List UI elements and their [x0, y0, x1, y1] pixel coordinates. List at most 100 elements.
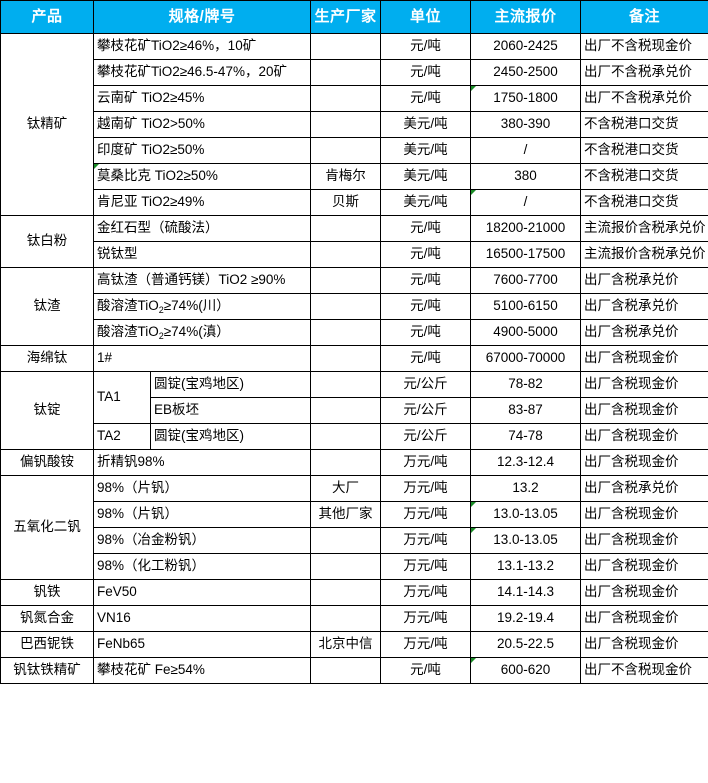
unit-cell: 元/吨	[380, 215, 472, 242]
note-cell: 不含税港口交货	[580, 163, 708, 190]
spec-cell: 金红石型（硫酸法）	[92, 215, 312, 242]
table-row: 越南矿 TiO2>50% 美元/吨 380-390 不含税港口交货	[1, 111, 708, 138]
table-row: 锐钛型 元/吨 16500-17500 主流报价含税承兑价	[1, 241, 708, 268]
maker-cell	[310, 241, 382, 268]
table-row: 印度矿 TiO2≥50% 美元/吨 / 不含税港口交货	[1, 137, 708, 164]
spec-cell: 圆锭(宝鸡地区)	[149, 423, 312, 450]
price-cell: 13.1-13.2	[470, 553, 582, 580]
spec-cell: 酸溶渣TiO2≥74%(川）	[92, 293, 312, 320]
price-cell: /	[470, 137, 582, 164]
table-row: 钒氮合金 VN16 万元/吨 19.2-19.4 出厂含税现金价	[0, 605, 708, 632]
maker-cell	[310, 345, 382, 372]
table-row: 钒钛铁精矿 攀枝花矿 Fe≥54% 元/吨 600-620 出厂不含税现金价	[0, 657, 708, 684]
product-group-label: 钒铁	[0, 579, 94, 606]
spec-cell: FeV50	[92, 579, 312, 606]
maker-cell	[310, 423, 382, 450]
note-cell: 不含税港口交货	[580, 111, 708, 138]
maker-cell	[310, 579, 382, 606]
spec-cell: 98%（片钒）	[92, 475, 312, 502]
table-row: 酸溶渣TiO2≥74%(川） 元/吨 5100-6150 出厂含税承兑价	[1, 293, 708, 320]
maker-cell: 贝斯	[310, 189, 382, 216]
price-cell: 18200-21000	[470, 215, 582, 242]
commodity-price-table: 产品 规格/牌号 生产厂家 单位 主流报价 备注 钛精矿 攀枝花矿TiO2≥46%…	[0, 0, 708, 684]
price-cell: 67000-70000	[470, 345, 582, 372]
note-cell: 出厂含税现金价	[580, 397, 708, 424]
price-cell: 2450-2500	[470, 59, 582, 86]
unit-cell: 元/公斤	[380, 397, 472, 424]
table-row: TA2 圆锭(宝鸡地区) 元/公斤 74-78 出厂含税现金价	[1, 423, 708, 450]
note-cell: 出厂不含税现金价	[580, 33, 708, 60]
product-group-label: 海绵钛	[0, 345, 94, 372]
price-cell: 20.5-22.5	[470, 631, 582, 658]
table-row: 98%（化工粉钒） 万元/吨 13.1-13.2 出厂含税现金价	[1, 553, 708, 580]
note-cell: 出厂不含税承兑价	[580, 59, 708, 86]
maker-cell	[310, 397, 382, 424]
product-group-label: 五氧化二钒	[0, 475, 94, 580]
unit-cell: 元/吨	[380, 293, 472, 320]
price-cell: 1750-1800	[470, 85, 582, 112]
note-cell: 出厂含税现金价	[580, 501, 708, 528]
price-cell: 13.0-13.05	[470, 527, 582, 554]
table-row: 钛渣 高钛渣（普通钙镁）TiO2 ≥90% 元/吨 7600-7700 出厂含税承兑价	[0, 267, 708, 346]
note-cell: 出厂含税现金价	[580, 553, 708, 580]
spec-cell: 折精钒98%	[92, 449, 312, 476]
unit-cell: 美元/吨	[380, 189, 472, 216]
product-group-label: 钒氮合金	[0, 605, 94, 632]
note-cell: 出厂含税现金价	[580, 423, 708, 450]
maker-cell	[310, 553, 382, 580]
maker-cell	[310, 33, 382, 60]
spec-cell: 98%（片钒）	[92, 501, 312, 528]
maker-cell	[310, 215, 382, 242]
note-cell: 出厂不含税现金价	[580, 657, 708, 684]
spec-cell: 攀枝花矿TiO2≥46%，10矿	[92, 33, 312, 60]
unit-cell: 元/吨	[380, 345, 472, 372]
product-group-label: 钛锭	[0, 371, 94, 450]
maker-cell: 肯梅尔	[310, 163, 382, 190]
spec-cell: VN16	[92, 605, 312, 632]
spec-cell: 肯尼亚 TiO2≥49%	[92, 189, 312, 216]
unit-cell: 元/公斤	[380, 371, 472, 398]
product-group-label: 钛渣	[0, 267, 94, 346]
spec-cell: EB板坯	[149, 397, 312, 424]
table-row: 云南矿 TiO2≥45% 元/吨 1750-1800 出厂不含税承兑价	[1, 85, 708, 112]
table-row: 酸溶渣TiO2≥74%(滇） 元/吨 4900-5000 出厂含税承兑价	[1, 319, 708, 346]
maker-cell	[310, 605, 382, 632]
note-cell: 出厂含税承兑价	[580, 475, 708, 502]
grade-label: TA1	[93, 371, 151, 424]
unit-cell: 元/吨	[380, 59, 472, 86]
maker-cell	[310, 137, 382, 164]
table-row: 98%（片钒） 其他厂家 万元/吨 13.0-13.05 出厂含税现金价	[1, 501, 708, 528]
price-cell: /	[470, 189, 582, 216]
price-cell: 13.2	[470, 475, 582, 502]
unit-cell: 万元/吨	[380, 527, 472, 554]
column-header-maker: 生产厂家	[310, 0, 382, 34]
spec-cell: 攀枝花矿 Fe≥54%	[92, 657, 312, 684]
table-row: 莫桑比克 TiO2≥50% 肯梅尔 美元/吨 380 不含税港口交货	[1, 163, 708, 190]
price-cell: 78-82	[470, 371, 582, 398]
spec-cell: 攀枝花矿TiO2≥46.5-47%，20矿	[92, 59, 312, 86]
maker-cell	[310, 371, 382, 398]
price-cell: 12.3-12.4	[470, 449, 582, 476]
price-cell: 7600-7700	[470, 267, 582, 294]
price-cell: 19.2-19.4	[470, 605, 582, 632]
product-group-label: 偏钒酸铵	[0, 449, 94, 476]
grade-label: TA2	[93, 423, 151, 450]
maker-cell	[310, 449, 382, 476]
spec-cell: 锐钛型	[92, 241, 312, 268]
table-row: 巴西铌铁 FeNb65 北京中信 万元/吨 20.5-22.5 出厂含税现金价	[0, 631, 708, 658]
table-row: 98%（冶金粉钒） 万元/吨 13.0-13.05 出厂含税现金价	[1, 527, 708, 554]
unit-cell: 美元/吨	[380, 163, 472, 190]
unit-cell: 元/吨	[380, 319, 472, 346]
note-cell: 不含税港口交货	[580, 189, 708, 216]
maker-cell	[310, 657, 382, 684]
price-cell: 380-390	[470, 111, 582, 138]
maker-cell	[310, 267, 382, 294]
price-cell: 4900-5000	[470, 319, 582, 346]
spec-cell: 98%（化工粉钒）	[92, 553, 312, 580]
unit-cell: 万元/吨	[380, 553, 472, 580]
maker-cell	[310, 527, 382, 554]
spec-cell: 高钛渣（普通钙镁）TiO2 ≥90%	[92, 267, 312, 294]
table-row: 攀枝花矿TiO2≥46.5-47%，20矿 元/吨 2450-2500 出厂不含税承兑…	[1, 59, 708, 86]
unit-cell: 元/吨	[380, 241, 472, 268]
unit-cell: 万元/吨	[380, 475, 472, 502]
